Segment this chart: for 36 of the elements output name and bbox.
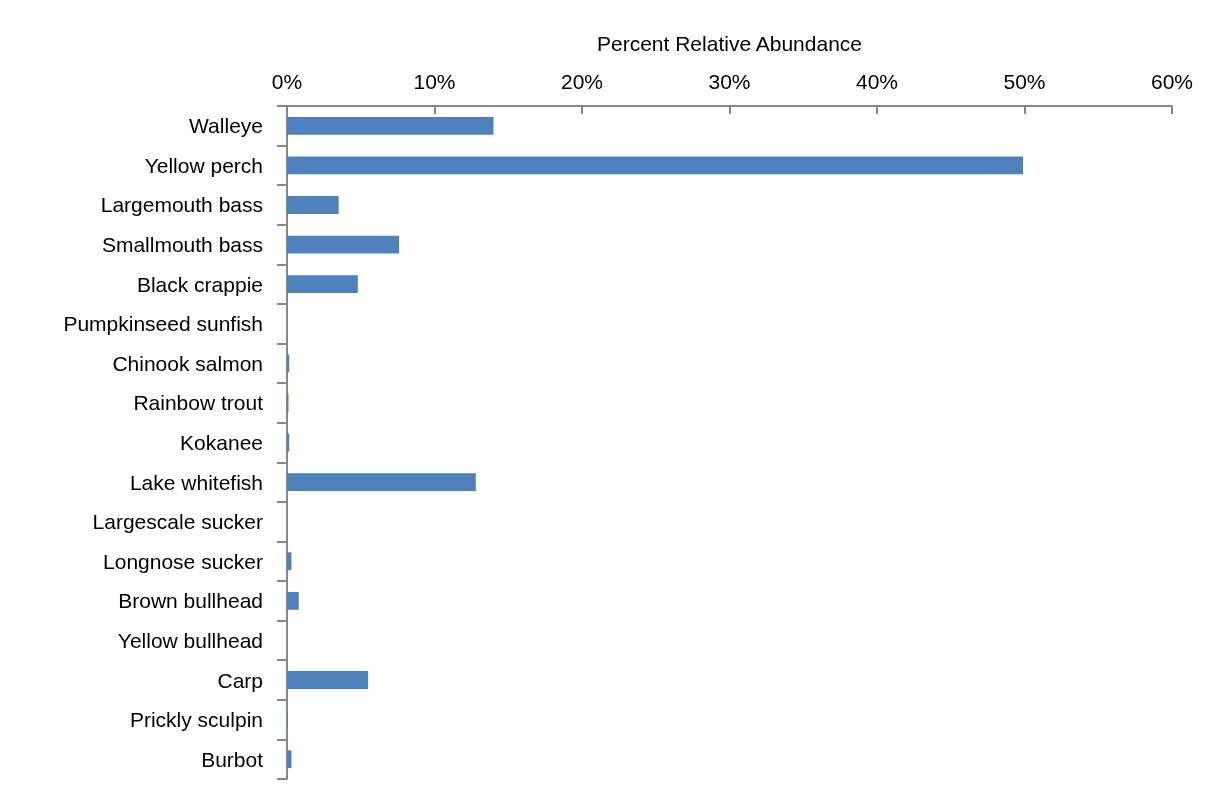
y-tick-label: Largemouth bass <box>100 193 263 217</box>
y-tick-label: Longnose sucker <box>103 549 263 573</box>
bar <box>287 354 290 373</box>
bar <box>287 156 1024 175</box>
y-tick-label: Walleye <box>189 114 263 138</box>
x-tick-label: 20% <box>560 70 604 93</box>
bar <box>287 750 292 769</box>
y-tick-label: Prickly sculpin <box>129 708 263 732</box>
bar <box>287 275 358 294</box>
y-tick-label: Brown bullhead <box>118 589 263 613</box>
y-tick-label: Rainbow trout <box>133 391 264 415</box>
bar <box>287 235 400 254</box>
x-tick-label: 60% <box>1150 70 1194 93</box>
y-tick-label: Kokanee <box>180 431 263 454</box>
bar <box>287 552 292 571</box>
y-tick-label: Yellow perch <box>144 153 263 177</box>
y-tick-label: Yellow bullhead <box>117 628 263 652</box>
bar <box>287 116 494 135</box>
bar <box>287 591 299 610</box>
bar <box>287 196 339 214</box>
y-tick-label: Smallmouth bass <box>101 233 263 257</box>
x-tick-label: 10% <box>413 70 456 93</box>
y-tick-label: Carp <box>217 668 263 692</box>
x-tick-label: 50% <box>1003 70 1046 93</box>
x-axis-title: Percent Relative Abundance <box>596 32 863 55</box>
y-tick-label: Chinook salmon <box>112 351 263 375</box>
x-tick-label: 40% <box>855 70 899 93</box>
y-tick-label: Pumpkinseed sunfish <box>63 312 263 336</box>
bar <box>287 671 369 689</box>
y-tick-label: Lake whitefish <box>129 470 263 494</box>
y-tick-label: Largescale sucker <box>92 510 263 534</box>
bar <box>287 473 476 491</box>
x-tick-label: 0% <box>271 70 303 93</box>
x-tick-label: 30% <box>708 70 751 93</box>
y-tick-label: Black crappie <box>136 272 263 296</box>
y-tick-label: Burbot <box>201 747 264 771</box>
